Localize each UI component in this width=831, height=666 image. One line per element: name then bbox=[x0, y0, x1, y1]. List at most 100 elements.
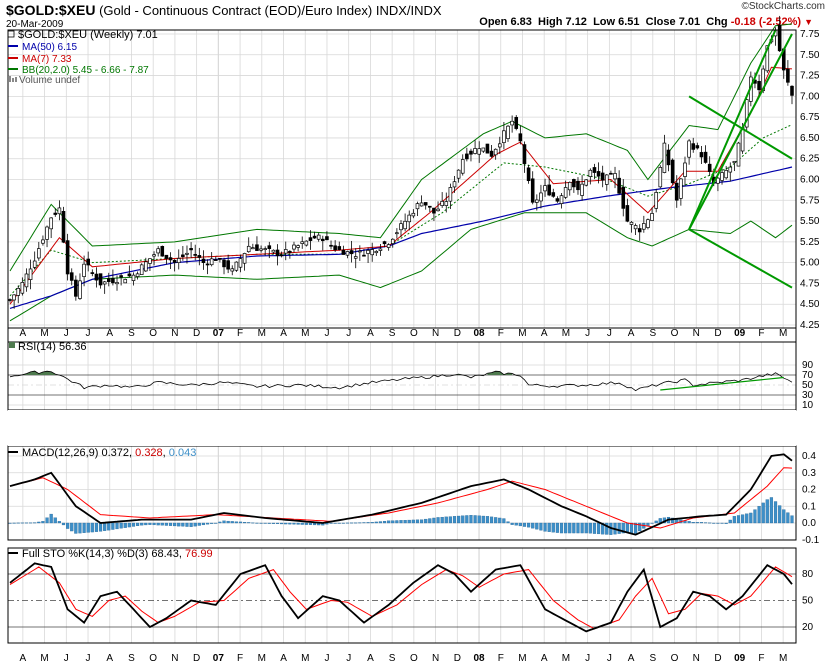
macd-histogram-bar bbox=[469, 515, 473, 524]
candle-body bbox=[613, 173, 617, 180]
candle-body bbox=[349, 250, 354, 255]
macd-histogram-bar bbox=[584, 522, 588, 534]
macd-histogram-bar bbox=[275, 522, 280, 524]
x-tick-label-bottom: N bbox=[693, 653, 700, 664]
macd-histogram-bar bbox=[197, 522, 201, 526]
down-arrow-icon: ▼ bbox=[804, 17, 813, 27]
x-tick-label-bottom: D bbox=[193, 653, 200, 664]
candle-body bbox=[539, 192, 543, 202]
macd-line bbox=[9, 453, 793, 536]
macd-histogram-bar bbox=[61, 522, 66, 526]
frame-layer bbox=[7, 29, 797, 644]
x-tick-label-bottom: A bbox=[280, 653, 287, 664]
macd-legend: MACD(12,26,9) 0.372, 0.328, 0.043 bbox=[22, 447, 196, 459]
candle-body bbox=[580, 183, 584, 196]
x-tick-label-bottom: F bbox=[758, 653, 764, 664]
candle-body bbox=[744, 99, 749, 128]
macd-histogram-bar bbox=[337, 522, 341, 524]
macd-tick-label: 0.1 bbox=[802, 501, 816, 512]
macd-histogram-bar bbox=[181, 522, 185, 527]
candle-body bbox=[37, 248, 41, 259]
macd-histogram-bar bbox=[638, 522, 642, 532]
candle-body bbox=[481, 147, 486, 152]
candle-body bbox=[728, 166, 733, 173]
quote-line: Open 6.83 High 7.12 Low 6.51 Close 7.01 … bbox=[479, 16, 813, 28]
candle-body bbox=[720, 172, 724, 181]
high-value: 7.12 bbox=[565, 16, 587, 28]
x-tick-label-bottom: S bbox=[128, 653, 135, 664]
x-tick-label-bottom: M bbox=[40, 653, 48, 664]
candle-body bbox=[543, 185, 547, 192]
candle-body bbox=[423, 202, 428, 206]
sto-legend: Full STO %K(14,3) %D(3) 68.43, 76.99 bbox=[22, 548, 213, 560]
candle-body bbox=[16, 288, 21, 296]
macd-histogram-bar bbox=[131, 522, 136, 527]
price-legend: $GOLD:$XEU (Weekly) 7.01 bbox=[18, 29, 158, 41]
candle-body bbox=[555, 198, 560, 202]
macd-histogram-bar bbox=[329, 522, 333, 524]
macd-histogram-bar bbox=[786, 512, 790, 524]
candle-body bbox=[370, 249, 374, 256]
x-tick-label: M bbox=[518, 328, 526, 339]
candle-body bbox=[251, 247, 255, 250]
macd-histogram-bar bbox=[473, 515, 477, 524]
x-tick-label: F bbox=[758, 328, 764, 339]
bb-upper-line bbox=[9, 23, 793, 272]
macd-histogram-bar bbox=[366, 522, 370, 524]
candle-body bbox=[144, 261, 148, 272]
macd-histogram-bar bbox=[193, 522, 197, 527]
macd-histogram-bar bbox=[671, 517, 675, 524]
macd-histogram-bar bbox=[745, 513, 749, 524]
rsi-legend-icon bbox=[9, 342, 15, 348]
macd-histogram-bar bbox=[551, 522, 555, 533]
candle-body bbox=[279, 254, 284, 257]
macd-histogram-bar bbox=[457, 515, 461, 524]
candle-body bbox=[506, 125, 510, 139]
candle-body bbox=[312, 235, 317, 239]
candle-body bbox=[419, 202, 424, 207]
macd-histogram-bar bbox=[514, 522, 518, 526]
candle-body bbox=[267, 245, 272, 249]
candle-body bbox=[687, 140, 691, 158]
candle-body bbox=[535, 199, 539, 203]
candle-body bbox=[263, 248, 267, 250]
macd-histogram-bar bbox=[123, 522, 127, 528]
macd-histogram-bar bbox=[399, 520, 403, 524]
candle-body bbox=[353, 256, 358, 259]
symbol: $GOLD:$XEU bbox=[6, 2, 96, 18]
macd-histogram-bar bbox=[761, 502, 765, 524]
sto-k-line bbox=[9, 562, 793, 633]
macd-histogram-bar bbox=[103, 522, 107, 531]
macd-histogram-bar bbox=[362, 522, 366, 524]
macd-histogram-bar bbox=[378, 521, 383, 524]
candle-body bbox=[497, 143, 502, 148]
candle-body bbox=[518, 133, 523, 142]
macd-histogram-bar bbox=[555, 522, 559, 533]
stockcharts-brand[interactable]: ©StockCharts.com bbox=[741, 1, 825, 12]
candle-body bbox=[547, 184, 551, 196]
macd-histogram-bar bbox=[547, 522, 551, 532]
candle-body bbox=[786, 68, 790, 83]
macd-histogram-bar bbox=[284, 522, 288, 525]
macd-histogram-bar bbox=[164, 522, 168, 526]
candle-body bbox=[699, 152, 704, 158]
candle-body bbox=[683, 162, 687, 177]
candle-body bbox=[403, 220, 407, 230]
macd-histogram-bar bbox=[127, 522, 131, 528]
candle-body bbox=[20, 282, 25, 294]
candle-body bbox=[172, 259, 177, 263]
price-tick-label: 6.00 bbox=[800, 175, 820, 186]
low-value: 6.51 bbox=[618, 16, 640, 28]
macd-histogram-bar bbox=[699, 522, 704, 524]
price-tick-label: 7.75 bbox=[800, 29, 820, 40]
macd-histogram-bar bbox=[403, 520, 407, 524]
macd-histogram-bar bbox=[691, 522, 695, 524]
candle-body bbox=[94, 273, 99, 281]
candle-body bbox=[530, 178, 535, 203]
price-tick-label: 6.25 bbox=[800, 154, 820, 165]
candle-body bbox=[148, 258, 152, 264]
macd-histogram-bar bbox=[16, 522, 20, 524]
macd-histogram-bar bbox=[374, 521, 378, 524]
price-tick-label: 4.25 bbox=[800, 320, 820, 331]
candle-body bbox=[436, 208, 440, 212]
